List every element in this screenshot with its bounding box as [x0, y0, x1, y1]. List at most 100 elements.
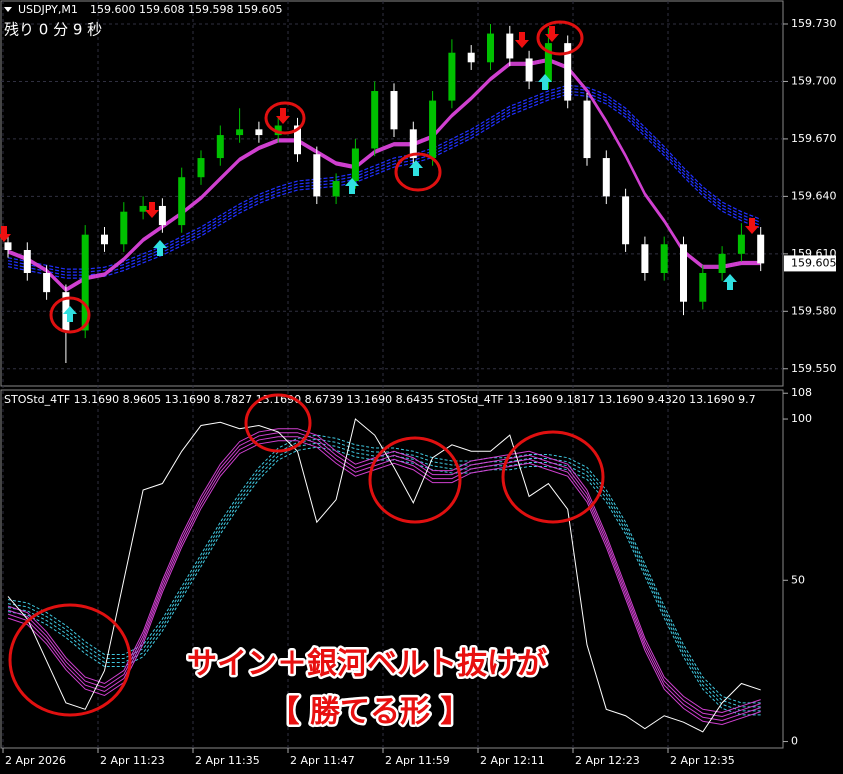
- candle-body: [506, 33, 514, 59]
- x-tick-label: 2 Apr 11:59: [385, 754, 450, 767]
- candle-body: [409, 129, 417, 159]
- candle-body: [294, 125, 301, 155]
- candle-body: [236, 129, 244, 136]
- candle-body: [448, 52, 456, 101]
- highlight-circle: [264, 101, 306, 135]
- candle-body: [718, 253, 726, 273]
- annotation-line2: 【 勝てる形 】: [270, 695, 471, 730]
- candle-body: [564, 43, 572, 101]
- y-tick-label: 159.730: [791, 17, 837, 30]
- candle-body: [216, 135, 224, 159]
- indicator-line: [7, 440, 761, 726]
- candle-body: [583, 100, 591, 159]
- x-tick-label: 2 Apr 12:23: [575, 754, 640, 767]
- candle-body: [602, 158, 610, 197]
- indicator-line: [7, 436, 761, 722]
- indicator-title: STOStd_4TF 13.1690 8.9605 13.1690 8.7827…: [4, 393, 756, 406]
- candle-body: [274, 125, 282, 136]
- y-tick-label: 50: [791, 573, 805, 586]
- candle-body: [313, 154, 321, 197]
- down-signal: [515, 32, 529, 48]
- y-tick-label: 159.580: [791, 304, 837, 317]
- candle-body: [737, 234, 745, 254]
- up-signal: [345, 178, 359, 194]
- candle-body: [178, 177, 186, 226]
- candle-body: [622, 196, 630, 245]
- indicator-line: [7, 428, 761, 714]
- candle-body: [525, 58, 533, 82]
- y-tick-label: 100: [791, 412, 812, 425]
- highlight-circle: [8, 603, 132, 717]
- highlight-circle: [536, 20, 584, 56]
- indicator-line: [7, 446, 761, 716]
- up-signal: [153, 240, 167, 256]
- y-tick-label: 108: [791, 386, 812, 399]
- up-signal: [538, 74, 552, 90]
- candle-body: [641, 244, 649, 273]
- candle-body: [429, 100, 437, 159]
- x-tick-label: 2 Apr 2026: [5, 754, 66, 767]
- highlight-circle: [244, 393, 312, 453]
- y-tick-label: 159.640: [791, 189, 837, 202]
- highlights: [8, 20, 605, 717]
- candle-body: [4, 242, 12, 251]
- candle-body: [660, 244, 668, 273]
- ohlc: 159.600 159.608 159.598 159.605: [90, 3, 282, 16]
- stoch-frame: [0, 389, 784, 749]
- indicator-line: [7, 60, 761, 293]
- x-tick-label: 2 Apr 12:35: [670, 754, 735, 767]
- candle-body: [139, 205, 147, 212]
- up-signal: [63, 306, 77, 322]
- signals: [0, 26, 759, 322]
- highlight-circle: [368, 436, 462, 524]
- indicator-line: [7, 84, 761, 270]
- x-tick-label: 2 Apr 11:23: [100, 754, 165, 767]
- candle-body: [158, 205, 166, 226]
- candle-body: [467, 52, 475, 63]
- candle-body: [680, 244, 687, 302]
- current-price: 159.605: [791, 256, 837, 269]
- candle-body: [332, 181, 340, 197]
- candle-body: [43, 272, 51, 293]
- y-tick-label: 159.550: [791, 362, 837, 375]
- indicator-line: [7, 93, 761, 279]
- annotation-line1: サイン＋銀河ベルト抜けが: [187, 647, 547, 682]
- candle-body: [351, 148, 359, 182]
- candle-body: [101, 234, 108, 245]
- countdown: 残り 0 分 9 秒: [4, 21, 102, 39]
- candle-body: [699, 272, 707, 302]
- candle-body: [390, 91, 398, 130]
- highlight-circle: [394, 152, 442, 192]
- candle-body: [487, 33, 494, 63]
- y-tick-label: 0: [791, 735, 798, 748]
- y-tick-label: 159.670: [791, 132, 837, 145]
- candle-body: [120, 211, 128, 245]
- price-frame: [0, 0, 784, 387]
- indicator-line: [7, 432, 761, 718]
- highlight-circle: [49, 296, 91, 334]
- down-signal: [545, 26, 559, 42]
- price-box: [784, 255, 836, 272]
- candle-body: [81, 234, 89, 331]
- highlight-circle: [501, 430, 605, 524]
- up-signal: [723, 274, 737, 290]
- symbol: USDJPY,M1: [18, 3, 78, 16]
- indicator-line: [7, 438, 761, 708]
- indicator-line: [7, 442, 761, 712]
- candle-body: [757, 234, 765, 264]
- candle-body: [197, 158, 205, 178]
- up-signal: [409, 160, 423, 176]
- down-signal: [745, 218, 759, 234]
- indicator-line: [7, 434, 761, 704]
- candle-body: [371, 91, 379, 149]
- indicator-line: [7, 87, 761, 273]
- x-tick-label: 2 Apr 11:47: [290, 754, 355, 767]
- indicator-line: [7, 418, 761, 733]
- menu-arrow[interactable]: [4, 7, 12, 12]
- down-signal: [276, 108, 290, 124]
- indicator-line: [7, 90, 761, 276]
- down-signal: [0, 226, 11, 242]
- down-signal: [145, 202, 159, 218]
- x-tick-label: 2 Apr 11:35: [195, 754, 260, 767]
